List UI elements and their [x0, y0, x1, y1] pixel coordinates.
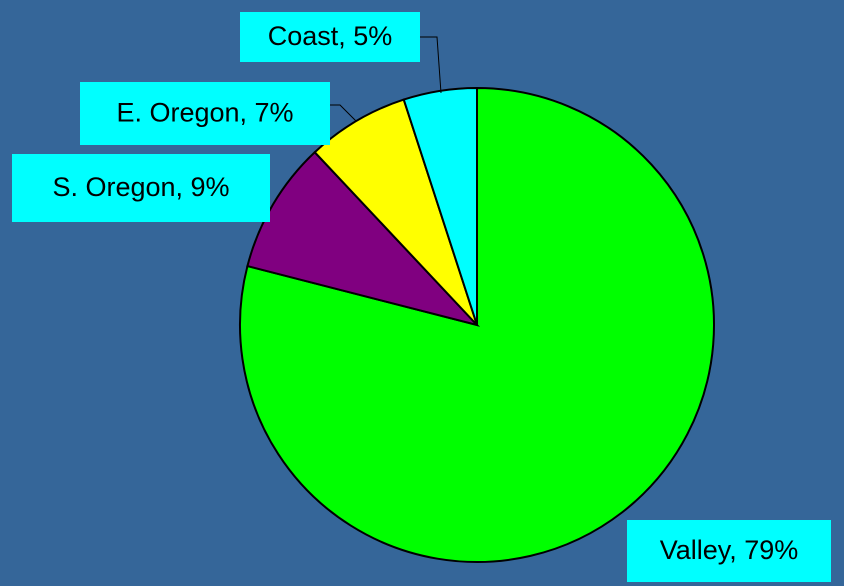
- label-box: [240, 12, 420, 62]
- pie-slice: [402, 86, 478, 326]
- data-label: Coast, 5%: [268, 21, 393, 51]
- label-box: [80, 82, 330, 145]
- label-box: [12, 154, 270, 222]
- data-label: S. Oregon, 9%: [52, 172, 229, 202]
- leader-line: [330, 104, 357, 122]
- data-label: E. Oregon, 7%: [116, 98, 293, 128]
- label-box: [627, 520, 831, 582]
- data-label: Valley, 79%: [660, 535, 799, 565]
- pie-slice: [246, 150, 481, 327]
- pie-slice: [313, 98, 478, 326]
- leader-line: [420, 36, 442, 94]
